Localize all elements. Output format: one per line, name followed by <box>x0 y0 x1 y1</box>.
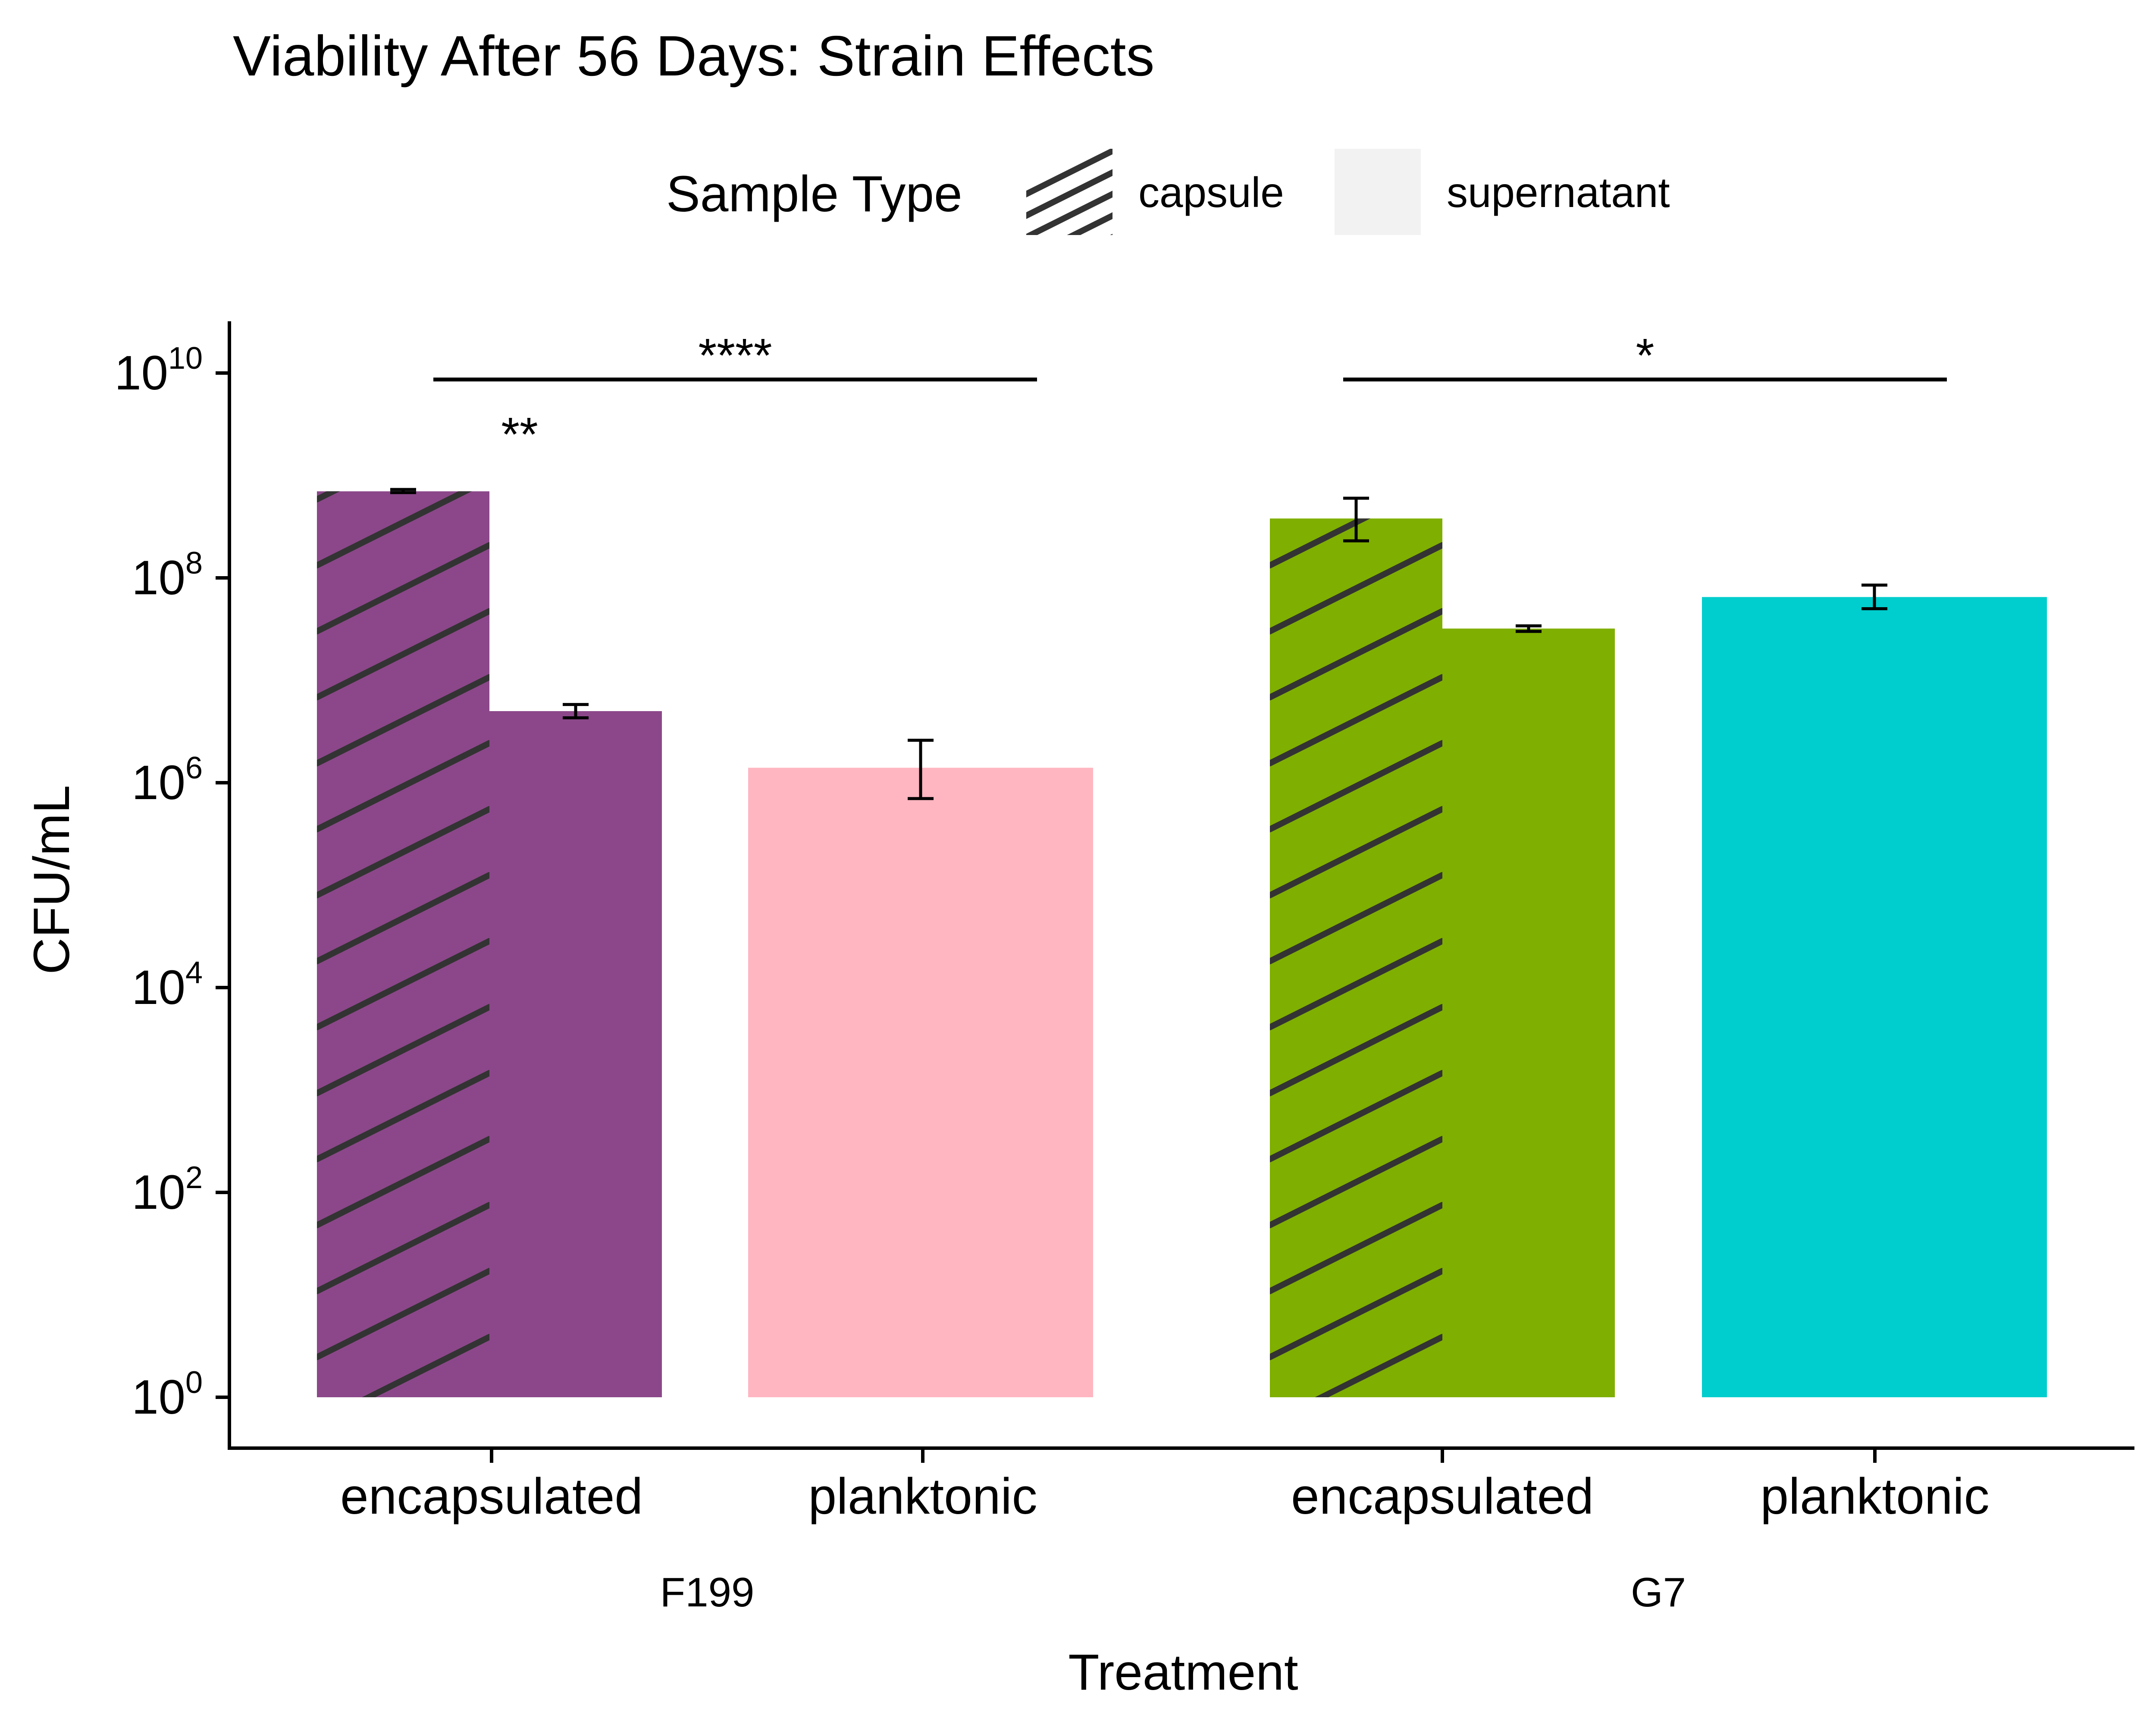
chart-title: Viability After 56 Days: Strain Effects <box>233 24 1154 88</box>
errorbar-f199-capsule <box>390 488 416 494</box>
legend-label-capsule: capsule <box>1138 169 1284 216</box>
plot-errorbars <box>390 488 1887 800</box>
legend: Sample Type capsule supernatant <box>666 149 1670 235</box>
x-tick-label: encapsulated <box>340 1468 643 1525</box>
plot-annotations: **** *** <box>433 329 1947 461</box>
group-label-f199: F199 <box>660 1569 755 1615</box>
bar-f199-supernatant <box>489 711 662 1397</box>
errorbar-g7-capsule <box>1343 496 1369 543</box>
y-tick-label: 108 <box>132 546 203 605</box>
legend-key-capsule <box>1026 149 1112 235</box>
x-tick-label: planktonic <box>808 1468 1037 1525</box>
plot-bars <box>317 491 2047 1398</box>
errorbar-g7-bar <box>1861 583 1887 610</box>
plot-hatches <box>317 491 1442 1397</box>
x-tick-label: planktonic <box>1760 1468 1989 1525</box>
group-label-g7: G7 <box>1631 1569 1686 1615</box>
legend-key-supernatant <box>1335 149 1421 235</box>
hatch-f199-capsule <box>317 491 489 1397</box>
errorbar-g7-supernatant <box>1516 624 1542 633</box>
y-tick-label: 1010 <box>114 341 203 400</box>
x-axis: encapsulated planktonic F199 encapsulated pl… <box>228 1446 2134 1615</box>
x-axis-title: Treatment <box>1068 1644 1298 1701</box>
legend-label-supernatant: supernatant <box>1447 169 1670 216</box>
y-axis: 100 102 104 106 108 1010 <box>114 321 231 1450</box>
x-tick-label: encapsulated <box>1291 1468 1594 1525</box>
y-tick-label: 106 <box>132 751 203 809</box>
errorbar-f199-bar <box>908 738 934 800</box>
bar-g7-supernatant <box>1442 628 1615 1397</box>
significance-label: **** <box>698 329 772 382</box>
bar-g7-bar <box>1702 597 2047 1397</box>
y-tick-label: 102 <box>132 1160 203 1219</box>
y-tick-label: 100 <box>132 1365 203 1424</box>
legend-title: Sample Type <box>666 166 962 223</box>
significance-label: ** <box>501 408 538 461</box>
significance-label: * <box>1636 329 1655 382</box>
hatch-g7-capsule <box>1270 518 1442 1397</box>
errorbar-f199-supernatant <box>563 703 589 720</box>
y-axis-title: CFU/mL <box>23 785 80 974</box>
bar-g7-capsule <box>1270 518 1442 1397</box>
y-tick-label: 104 <box>132 956 203 1014</box>
bar-f199-bar <box>748 768 1093 1397</box>
